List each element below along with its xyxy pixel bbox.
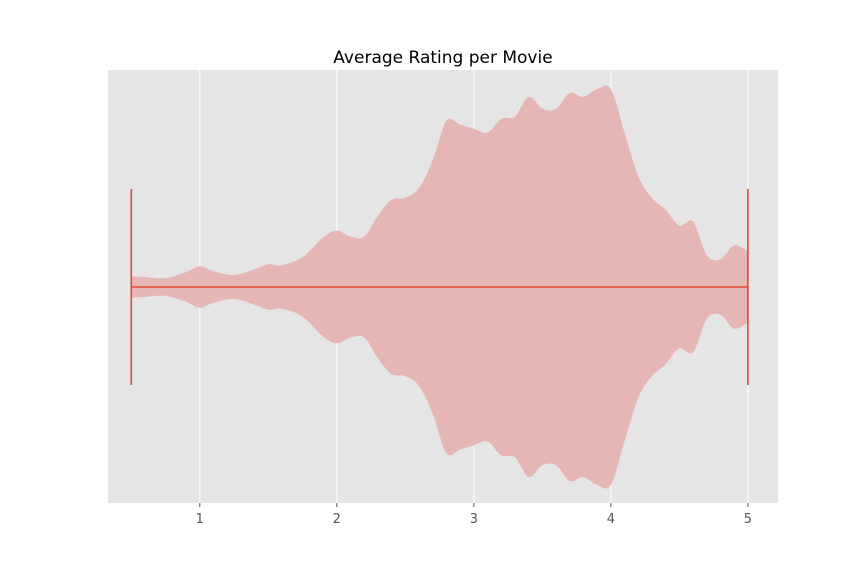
x-tick-label-2: 2: [333, 512, 341, 527]
x-axis-ticks: 1 2 3 4 5: [196, 503, 752, 527]
x-tick-label-3: 3: [470, 512, 478, 527]
chart-title: Average Rating per Movie: [333, 48, 552, 68]
extrema-lines: [130, 189, 749, 385]
x-tick-label-4: 4: [607, 512, 615, 527]
x-tick-label-5: 5: [744, 512, 752, 527]
x-tick-label-1: 1: [196, 512, 204, 527]
